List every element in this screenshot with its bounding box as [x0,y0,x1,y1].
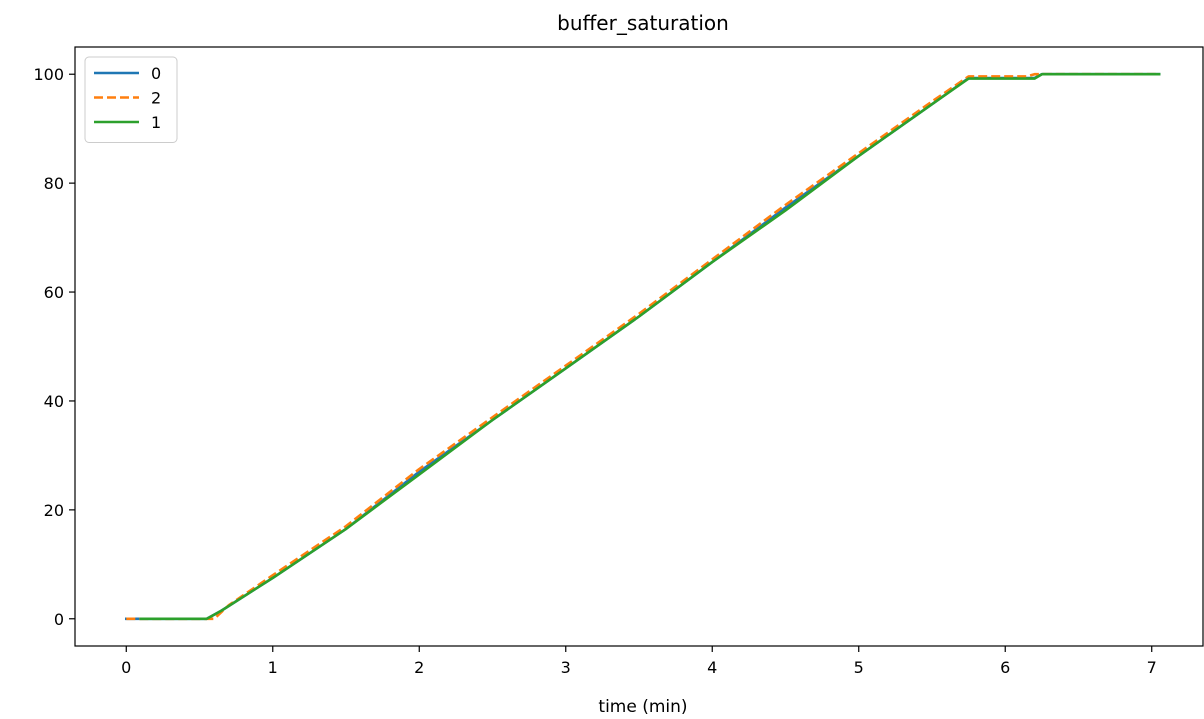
legend-label-2: 2 [151,89,161,108]
x-tick-label: 2 [414,658,424,677]
x-tick-label: 0 [121,658,131,677]
legend-label-0: 0 [151,64,161,83]
x-tick-label: 1 [268,658,278,677]
series-line-0 [125,72,1161,621]
series-line-1 [139,72,1161,621]
y-tick-label: 0 [54,610,64,629]
legend: 0 2 1 [84,56,178,143]
x-axis-ticks: 0 1 2 3 4 5 6 7 [121,646,1157,677]
x-axis-title: time (min) [598,697,687,717]
series-layer [125,72,1161,621]
y-tick-label: 20 [44,501,64,520]
x-tick-label: 5 [854,658,864,677]
x-tick-label: 4 [707,658,717,677]
legend-box [84,56,178,143]
chart-title: buffer_saturation [557,11,729,35]
x-tick-label: 6 [1000,658,1010,677]
legend-label-1: 1 [151,113,161,132]
y-tick-label: 60 [44,283,64,302]
series-line-2 [126,72,1160,621]
y-axis-ticks: 0 20 40 60 80 100 [33,65,75,629]
plot-frame [74,46,1204,647]
x-tick-label: 7 [1147,658,1157,677]
x-tick-label: 3 [561,658,571,677]
y-tick-label: 40 [44,392,64,411]
y-tick-label: 80 [44,174,64,193]
y-tick-label: 100 [33,65,64,84]
